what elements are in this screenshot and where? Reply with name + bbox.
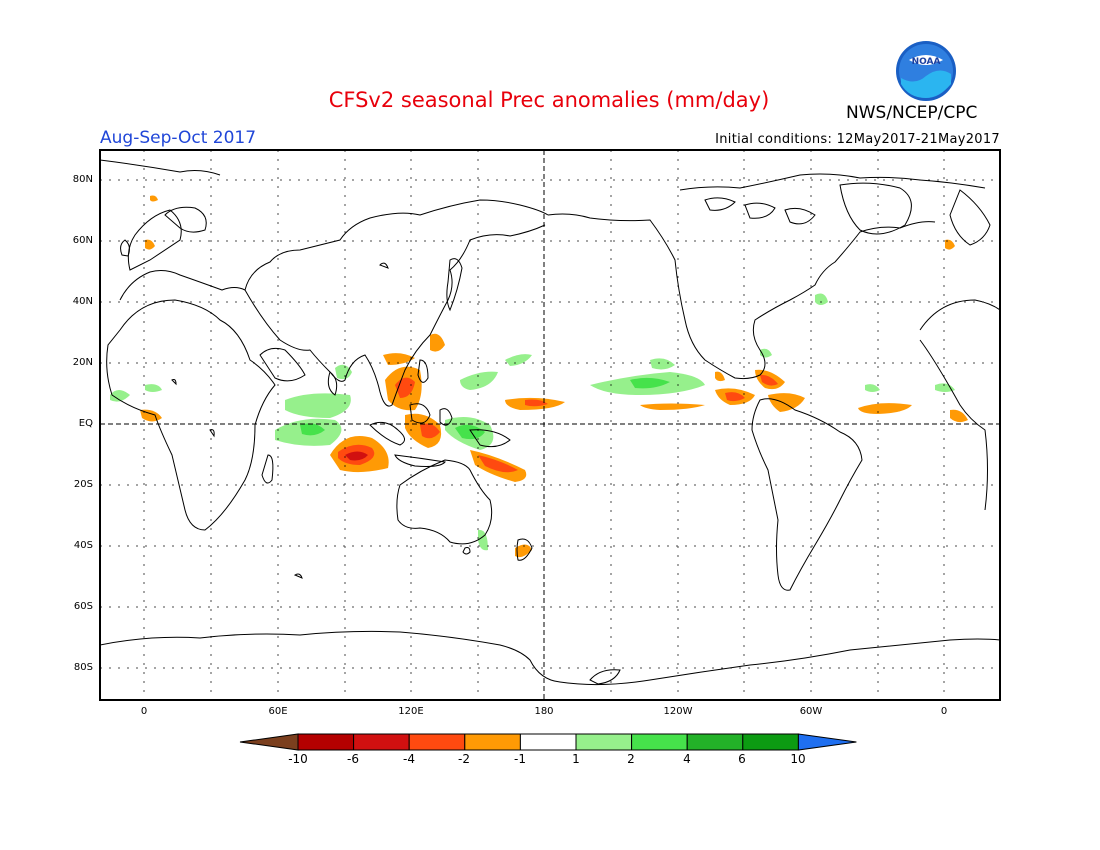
map-frame	[99, 149, 1001, 701]
colorbar-label: 2	[627, 752, 635, 766]
anomaly-area	[455, 424, 485, 440]
lat-label: 60N	[72, 235, 93, 246]
anomaly-area	[935, 383, 955, 392]
anomaly-area	[110, 390, 130, 402]
colorbar-swatch	[631, 733, 688, 751]
anomaly-area	[335, 364, 352, 380]
anomaly-area	[858, 403, 912, 414]
lat-label: 40S	[73, 540, 93, 551]
anomaly-area	[865, 384, 880, 392]
anomaly-area	[515, 544, 532, 558]
anomaly-area	[285, 393, 351, 418]
colorbar-swatch	[519, 733, 577, 751]
lon-label: 60E	[268, 706, 288, 717]
lon-label: 0	[940, 706, 948, 717]
anomaly-area	[630, 377, 670, 389]
anomaly-area	[725, 392, 745, 402]
anomaly-area	[650, 358, 675, 370]
anomaly-area	[383, 353, 415, 365]
anomaly-area	[945, 239, 955, 250]
anomaly-area	[505, 354, 532, 366]
anomaly-area	[760, 374, 778, 386]
lon-label: 60W	[799, 706, 823, 717]
lat-label: 20S	[73, 479, 93, 490]
lat-label: 20N	[72, 357, 93, 368]
anomaly-area	[420, 423, 440, 439]
anomaly-area	[460, 371, 498, 390]
map-title: CFSv2 seasonal Prec anomalies (mm/day)	[328, 88, 770, 112]
season-label: Aug-Sep-Oct 2017	[100, 128, 257, 148]
anomaly-area	[150, 195, 158, 202]
colorbar-arrow-right	[797, 733, 857, 751]
lon-label: 0	[140, 706, 148, 717]
logo-text: NOAA	[912, 57, 941, 67]
colorbar-label: 6	[738, 752, 746, 766]
colorbar-arrow-left	[239, 733, 299, 751]
agency-label: NWS/NCEP/CPC	[846, 103, 978, 123]
anomaly-area	[950, 409, 968, 423]
lat-label: 40N	[72, 296, 93, 307]
colorbar-label: 10	[790, 752, 806, 766]
colorbar-swatch	[742, 733, 799, 751]
lat-label: 60S	[73, 601, 93, 612]
colorbar-label: -10	[288, 752, 308, 766]
lat-label: 80S	[73, 662, 93, 673]
colorbar-swatch	[686, 733, 744, 751]
anomaly-area	[478, 455, 518, 473]
colorbar-swatch	[297, 733, 355, 751]
colorbar-label: 1	[572, 752, 580, 766]
anomaly-area	[145, 384, 162, 392]
colorbar-swatch	[408, 733, 466, 751]
anomaly-area	[300, 423, 325, 436]
lon-label: 120W	[663, 706, 693, 717]
anomaly-area	[715, 371, 725, 382]
lat-label: 80N	[72, 174, 93, 185]
anomaly-area	[815, 293, 828, 305]
anomaly-area	[345, 451, 368, 461]
anomaly-area	[640, 403, 705, 410]
colorbar	[239, 733, 857, 751]
coastlines	[100, 159, 1000, 686]
lon-label: 180	[534, 706, 554, 717]
colorbar-label: -6	[347, 752, 359, 766]
colorbar-label: -4	[403, 752, 415, 766]
anomaly-area	[768, 393, 805, 412]
anomaly-area	[145, 239, 155, 250]
lon-label: 120E	[398, 706, 424, 717]
colorbar-label: -2	[458, 752, 470, 766]
colorbar-label: -1	[514, 752, 526, 766]
anomaly-area	[525, 399, 548, 407]
colorbar-swatch	[575, 733, 633, 751]
graticule	[100, 150, 1000, 700]
anomaly-area	[430, 333, 445, 352]
colorbar-swatch	[353, 733, 410, 751]
colorbar-label: 4	[683, 752, 691, 766]
noaa-logo-icon: NOAA	[896, 41, 956, 101]
colorbar-swatch	[464, 733, 521, 751]
lat-label: EQ	[78, 418, 93, 429]
initial-conditions-label: Initial conditions: 12May2017-21May2017	[715, 132, 1000, 147]
